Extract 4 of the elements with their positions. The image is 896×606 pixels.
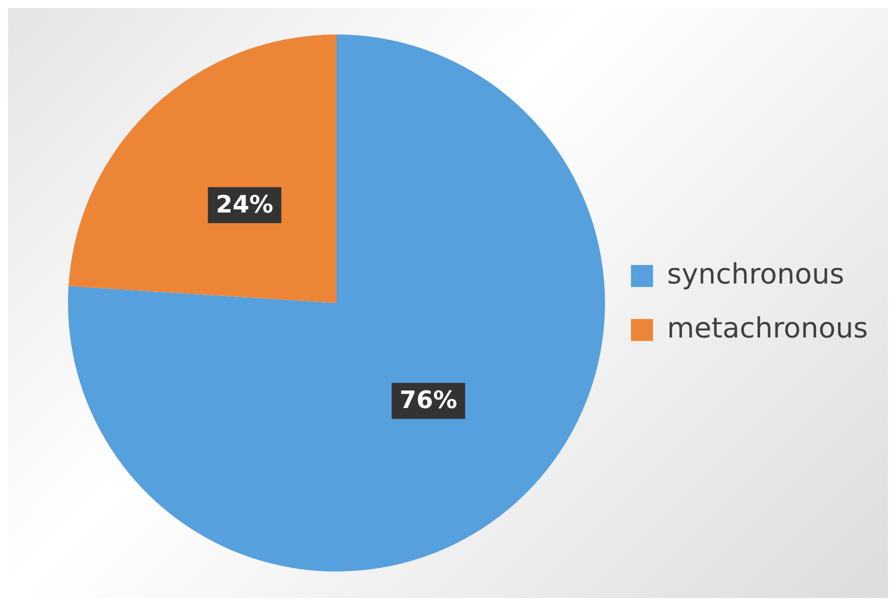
data-label: 76% xyxy=(400,386,458,414)
legend-label: metachronous xyxy=(666,311,868,344)
data-label: 24% xyxy=(216,190,274,218)
legend-label: synchronous xyxy=(666,257,844,290)
